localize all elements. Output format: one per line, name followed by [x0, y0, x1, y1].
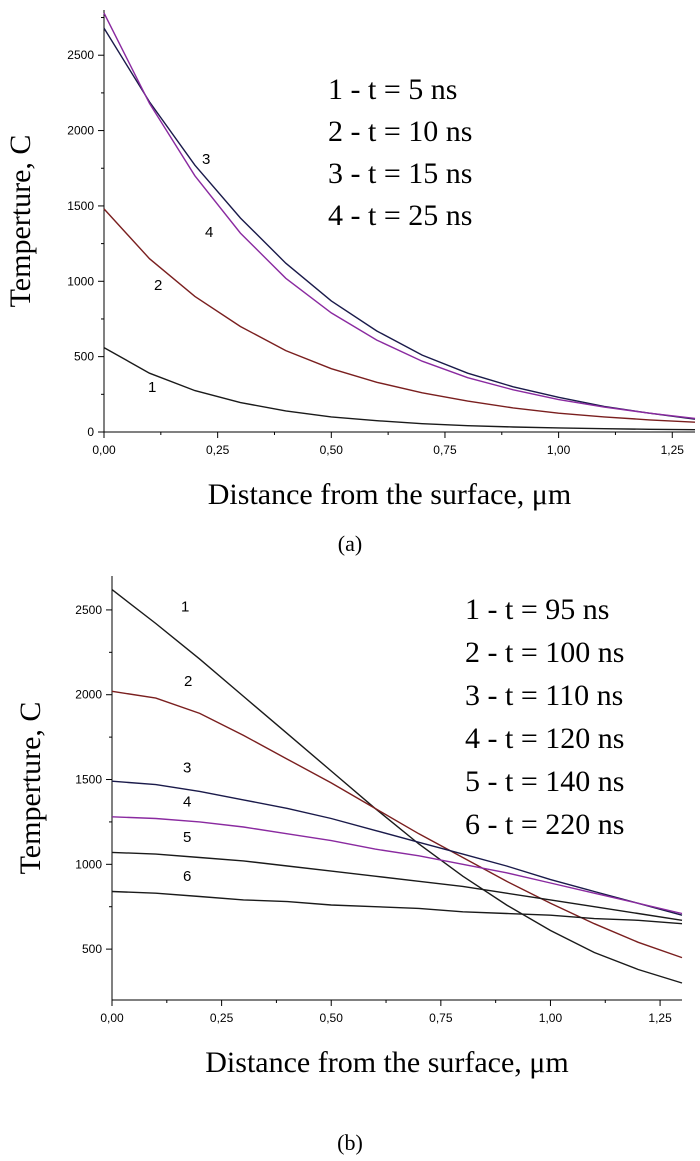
x-tick-label: 0,75: [433, 443, 457, 457]
series-label-2: 2: [154, 277, 162, 294]
series-label-1: 1: [181, 598, 189, 615]
legend-entry: 4 - t = 120 ns: [465, 722, 624, 755]
chart-panel-b: 0,00 0,25 0,50 0,75 1,00 1,25 500 1000 1500 2000 2…: [14, 576, 683, 1155]
y-tick-label: 0: [87, 425, 94, 439]
legend-entry: 1 - t = 5 ns: [328, 73, 457, 106]
x-tick-label: 0,00: [92, 443, 116, 457]
y-tick-label: 500: [82, 942, 102, 956]
series-label-2: 2: [184, 673, 192, 690]
series-line-3: [103, 27, 696, 420]
series-line-1: [111, 589, 683, 984]
series-label-3: 3: [183, 760, 191, 777]
legend-entry: 6 - t = 220 ns: [465, 808, 624, 841]
series-label-6: 6: [183, 868, 191, 885]
legend-entry: 3 - t = 110 ns: [465, 679, 623, 712]
x-tick-label: 0,25: [206, 443, 230, 457]
figure-caption: (b): [337, 1130, 363, 1155]
series-line-6: [111, 890, 683, 925]
series-label-4: 4: [183, 794, 191, 811]
series-line-1: [103, 346, 696, 431]
series-line-3: [111, 780, 683, 916]
series-label-3: 3: [202, 151, 210, 168]
legend-entry: 2 - t = 100 ns: [465, 636, 624, 669]
y-axis-label: Temperture, C: [4, 135, 37, 308]
y-tick-label: 500: [74, 350, 94, 364]
y-tick-label: 1000: [67, 274, 94, 288]
series-label-4: 4: [205, 224, 213, 241]
series-label-1: 1: [148, 379, 156, 396]
y-tick-label: 1500: [75, 773, 102, 787]
x-tick-label: 0,50: [320, 443, 344, 457]
x-tick-label: 0,75: [429, 1011, 453, 1025]
x-tick-label: 0,50: [320, 1011, 344, 1025]
series-label-5: 5: [183, 829, 191, 846]
x-tick-label: 0,25: [210, 1011, 234, 1025]
legend-entry: 2 - t = 10 ns: [328, 115, 472, 148]
figure-caption: (a): [338, 531, 362, 556]
y-tick-label: 2000: [67, 124, 94, 138]
x-tick-label: 1,00: [539, 1011, 563, 1025]
y-tick-label: 2500: [75, 603, 102, 617]
legend-entry: 5 - t = 140 ns: [465, 765, 624, 798]
legend-entry: 3 - t = 15 ns: [328, 157, 472, 190]
series-line-2: [111, 690, 683, 959]
x-tick-label: 1,00: [547, 443, 571, 457]
y-tick-label: 1000: [75, 857, 102, 871]
y-tick-label: 2000: [75, 688, 102, 702]
y-tick-label: 2500: [67, 48, 94, 62]
x-axis-label: Distance from the surface, μm: [205, 1046, 568, 1079]
chart-panel-a: 0,00 0,25 0,50 0,75 1,00 1,25 0 500 1000 1500 2000…: [4, 10, 696, 556]
series-line-4: [103, 12, 696, 420]
legend-entry: 4 - t = 25 ns: [328, 199, 472, 232]
series-line-2: [103, 208, 696, 423]
series-line-4: [111, 816, 683, 915]
y-axis-label: Temperture, C: [14, 702, 47, 875]
x-tick-label: 1,25: [648, 1011, 672, 1025]
x-tick-label: 0,00: [100, 1011, 124, 1025]
legend-entry: 1 - t = 95 ns: [465, 593, 609, 626]
x-axis-label: Distance from the surface, μm: [208, 478, 571, 511]
series-line-5: [111, 851, 683, 921]
x-tick-label: 1,25: [661, 443, 685, 457]
y-tick-label: 1500: [67, 199, 94, 213]
